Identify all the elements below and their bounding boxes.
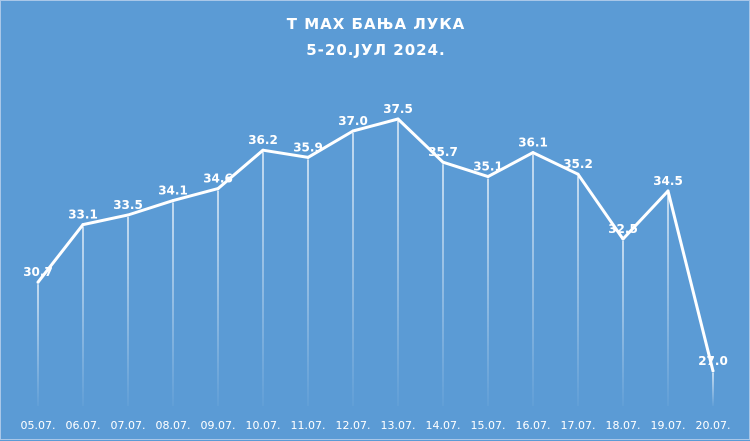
data-label: 32.5 xyxy=(608,222,638,236)
data-point xyxy=(351,129,355,133)
data-point xyxy=(396,117,400,121)
data-label: 35.1 xyxy=(473,160,503,174)
data-point xyxy=(666,189,670,193)
x-tick-label: 07.07. xyxy=(111,419,146,432)
x-tick-label: 17.07. xyxy=(561,419,596,432)
data-point xyxy=(171,199,175,203)
data-label: 30.7 xyxy=(23,265,53,279)
drop-line xyxy=(307,159,309,406)
data-point xyxy=(126,213,130,217)
drop-line xyxy=(487,178,489,406)
drop-line xyxy=(217,190,219,406)
x-tick-label: 19.07. xyxy=(651,419,686,432)
drop-line xyxy=(82,226,84,406)
x-tick-label: 12.07. xyxy=(336,419,371,432)
data-point xyxy=(36,280,40,284)
x-tick-label: 20.07. xyxy=(696,419,731,432)
data-label: 33.1 xyxy=(68,208,98,222)
drop-line xyxy=(397,121,399,406)
x-tick-label: 10.07. xyxy=(246,419,281,432)
data-label: 35.9 xyxy=(293,140,323,154)
data-point xyxy=(81,223,85,227)
drop-line xyxy=(712,373,714,406)
data-point xyxy=(306,155,310,159)
series-line xyxy=(36,117,715,372)
drop-line xyxy=(532,154,534,406)
data-label: 37.5 xyxy=(383,102,413,116)
drop-line xyxy=(622,241,624,406)
chart-title-line-2: 5-20.ЈУЛ 2024. xyxy=(306,41,446,59)
drop-line xyxy=(442,164,444,406)
data-label: 35.7 xyxy=(428,145,458,159)
data-point xyxy=(531,151,535,155)
data-point xyxy=(486,175,490,179)
x-tick-label: 13.07. xyxy=(381,419,416,432)
data-label: 34.1 xyxy=(158,184,188,198)
x-tick-label: 08.07. xyxy=(156,419,191,432)
drop-line xyxy=(37,284,39,406)
data-label: 36.2 xyxy=(248,133,278,147)
data-label: 34.5 xyxy=(653,174,683,188)
x-tick-label: 18.07. xyxy=(606,419,641,432)
data-label: 33.5 xyxy=(113,198,143,212)
data-point xyxy=(441,160,445,164)
data-point xyxy=(216,187,220,191)
x-tick-label: 06.07. xyxy=(66,419,101,432)
data-label: 27.0 xyxy=(698,354,728,368)
data-point xyxy=(621,237,625,241)
chart-title-line-1: T MAX БАЊА ЛУКА xyxy=(286,15,466,33)
data-label: 37.0 xyxy=(338,114,368,128)
drop-line xyxy=(667,193,669,406)
x-tick-label: 05.07. xyxy=(21,419,56,432)
drop-line xyxy=(127,217,129,406)
drop-line xyxy=(577,176,579,406)
data-point xyxy=(576,172,580,176)
data-label: 34.6 xyxy=(203,172,233,186)
data-point xyxy=(261,148,265,152)
drop-line xyxy=(262,152,264,406)
data-point xyxy=(711,369,715,373)
x-tick-label: 15.07. xyxy=(471,419,506,432)
x-tick-label: 11.07. xyxy=(291,419,326,432)
data-label: 36.1 xyxy=(518,136,548,150)
x-tick-label: 14.07. xyxy=(426,419,461,432)
drop-line xyxy=(352,133,354,406)
x-tick-label: 09.07. xyxy=(201,419,236,432)
data-label: 35.2 xyxy=(563,157,593,171)
x-tick-label: 16.07. xyxy=(516,419,551,432)
drop-line xyxy=(172,202,174,406)
